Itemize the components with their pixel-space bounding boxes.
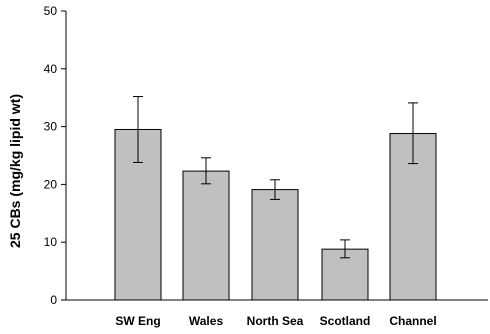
y-tick-label: 20 — [44, 177, 58, 191]
x-tick-label: SW Eng — [115, 314, 160, 328]
y-tick-label: 50 — [44, 4, 58, 18]
x-tick-label: Scotland — [320, 314, 371, 328]
plot-area: SW Eng Wales North Sea Scotland Channel 0 10 20… — [44, 4, 488, 328]
bar-north-sea — [251, 189, 299, 301]
x-tick-label: North Sea — [247, 314, 304, 328]
y-axis-title: 25 CBs (mg/kg lipid wt) — [7, 94, 23, 248]
y-tick-label: 0 — [50, 293, 57, 307]
y-tick-label: 10 — [44, 235, 58, 249]
x-tick-label: Channel — [389, 314, 436, 328]
x-tick-label: Wales — [189, 314, 224, 328]
y-tick-label: 30 — [44, 120, 58, 134]
bar-wales — [182, 170, 230, 301]
y-tick-label: 40 — [44, 62, 58, 76]
